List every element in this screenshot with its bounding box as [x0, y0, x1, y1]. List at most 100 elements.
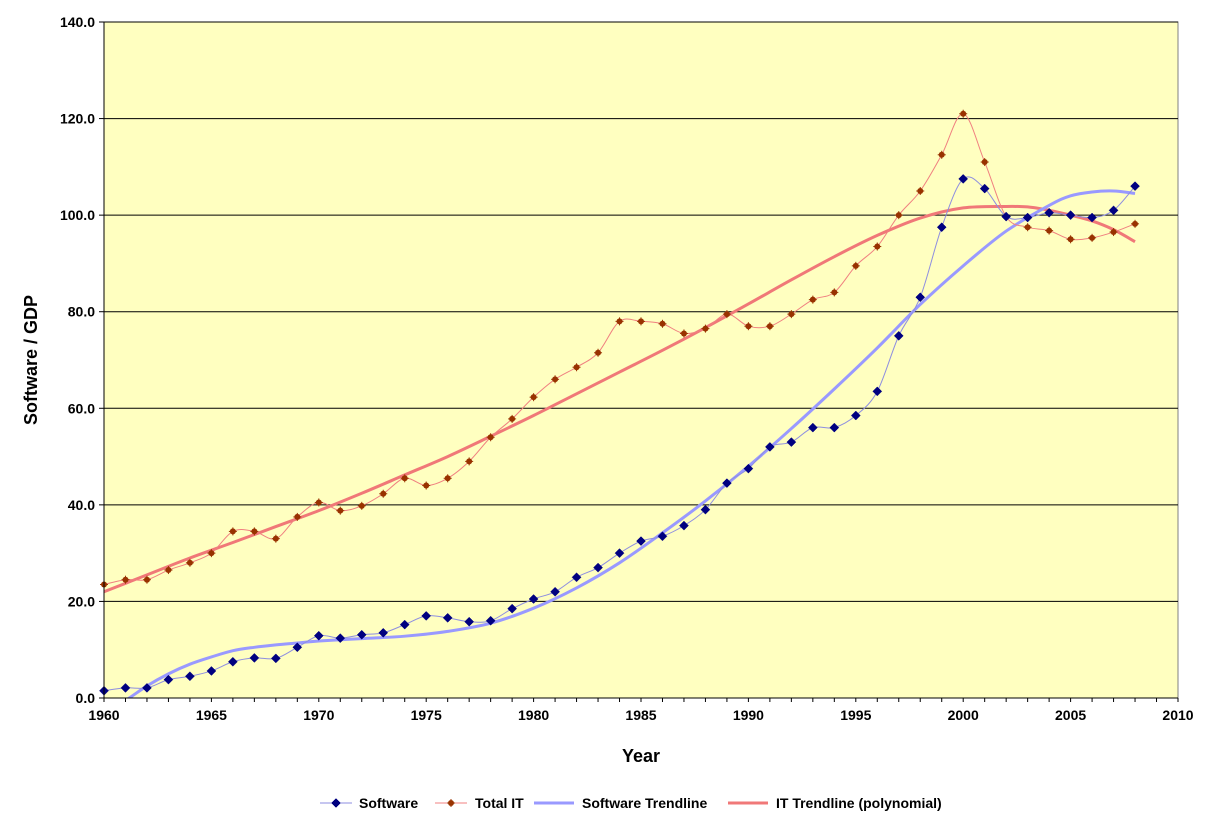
- total-it-point: [959, 109, 968, 118]
- software-point: [1001, 211, 1012, 222]
- legend-item: Total IT: [435, 795, 524, 811]
- legend-item: Software Trendline: [534, 795, 707, 811]
- software-point: [829, 422, 840, 433]
- software-point: [313, 630, 324, 641]
- software-point: [700, 504, 711, 515]
- y-tick-label: 120.0: [60, 111, 95, 127]
- total-it-point: [1066, 235, 1075, 244]
- total-it-point: [1088, 233, 1097, 242]
- total-it-point: [336, 506, 345, 515]
- software-point: [593, 562, 603, 573]
- total-it-point: [314, 498, 323, 507]
- software-point: [614, 548, 625, 558]
- legend: Software Total IT Software Trendline IT Tre…: [320, 795, 942, 811]
- software-point: [872, 386, 883, 397]
- software-point: [1087, 212, 1097, 223]
- total-it-point: [1023, 223, 1032, 232]
- x-axis-ticks: 1960 1965 1970 1975 1980 1985 1990 1995 2000 2005…: [88, 698, 1194, 723]
- total-it-point: [594, 348, 603, 357]
- software-point: [636, 536, 646, 546]
- software-point: [893, 331, 904, 341]
- legend-label: IT Trendline (polynomial): [776, 795, 942, 811]
- software-point: [1130, 181, 1140, 192]
- total-it-point: [808, 295, 817, 304]
- total-it-point: [271, 534, 280, 543]
- y-tick-label: 0.0: [76, 690, 96, 706]
- total-it-point: [1131, 219, 1140, 228]
- software-point: [657, 531, 668, 542]
- y-tick-label: 80.0: [68, 304, 95, 320]
- software-point: [120, 683, 131, 693]
- total-it-point: [121, 575, 130, 584]
- software-point: [743, 463, 754, 474]
- x-tick-label: 2000: [948, 707, 979, 723]
- software-point: [292, 642, 303, 653]
- total-it-point: [916, 187, 925, 195]
- x-axis-title: Year: [622, 746, 660, 766]
- legend-marker: [331, 798, 341, 808]
- total-it-point: [293, 512, 302, 521]
- total-it-point: [465, 457, 474, 466]
- software-point: [206, 666, 217, 676]
- software-point: [335, 633, 346, 643]
- software-point: [464, 616, 475, 627]
- software-trendline-line: [126, 189, 1136, 698]
- total-it-point: [722, 310, 731, 319]
- total-it-point: [357, 501, 366, 510]
- total-it-point: [701, 324, 710, 333]
- total-it-point: [486, 433, 495, 442]
- x-tick-label: 2005: [1055, 707, 1086, 723]
- series-layer: [99, 109, 1140, 698]
- software-point: [1108, 205, 1119, 216]
- software-point: [722, 478, 732, 488]
- legend-item: IT Trendline (polynomial): [728, 795, 942, 811]
- total-it-point: [443, 474, 452, 483]
- x-tick-label: 1995: [840, 707, 871, 723]
- software-point: [528, 594, 539, 604]
- y-axis-ticks: 0.0 20.0 40.0 60.0 80.0 100.0 120.0 140.0: [60, 14, 104, 706]
- total-it-point: [894, 211, 903, 220]
- software-point: [399, 619, 410, 630]
- software-point: [163, 674, 174, 685]
- total-it-point: [207, 549, 216, 558]
- total-it-point: [400, 474, 409, 483]
- total-it-point: [765, 322, 774, 331]
- total-it-point: [228, 527, 237, 536]
- total-it-point: [830, 288, 839, 297]
- y-tick-label: 60.0: [68, 400, 95, 416]
- total-it-point: [1109, 228, 1118, 237]
- total-it-point: [572, 363, 581, 372]
- software-point: [979, 183, 990, 194]
- software-point: [142, 683, 152, 693]
- total-it-point: [679, 329, 688, 338]
- total-it-point: [937, 150, 946, 159]
- software-point: [1044, 207, 1054, 218]
- y-tick-label: 40.0: [68, 497, 95, 513]
- software-point: [1022, 212, 1033, 223]
- x-tick-label: 1975: [411, 707, 442, 723]
- x-tick-label: 1990: [733, 707, 764, 723]
- software-point: [378, 627, 389, 638]
- total-it-point: [980, 158, 989, 167]
- software-point: [936, 222, 947, 233]
- software-point: [571, 572, 582, 583]
- software-point: [915, 292, 926, 303]
- software-point: [228, 656, 238, 667]
- legend-label: Software: [359, 795, 418, 811]
- software-point: [679, 520, 689, 531]
- total-it-point: [551, 375, 560, 384]
- software-point: [185, 671, 195, 682]
- software-point: [850, 410, 861, 421]
- total-it-point: [529, 393, 538, 402]
- x-tick-label: 1980: [518, 707, 549, 723]
- software-point: [807, 422, 818, 433]
- x-tick-label: 2010: [1162, 707, 1193, 723]
- total-it-point: [658, 319, 667, 328]
- software-point: [421, 611, 432, 621]
- legend-label: Software Trendline: [582, 795, 707, 811]
- y-tick-label: 140.0: [60, 14, 95, 30]
- total-it-point: [787, 310, 796, 319]
- y-axis-title: Software / GDP: [21, 295, 41, 425]
- x-tick-label: 1985: [625, 707, 656, 723]
- total-it-point: [164, 566, 173, 575]
